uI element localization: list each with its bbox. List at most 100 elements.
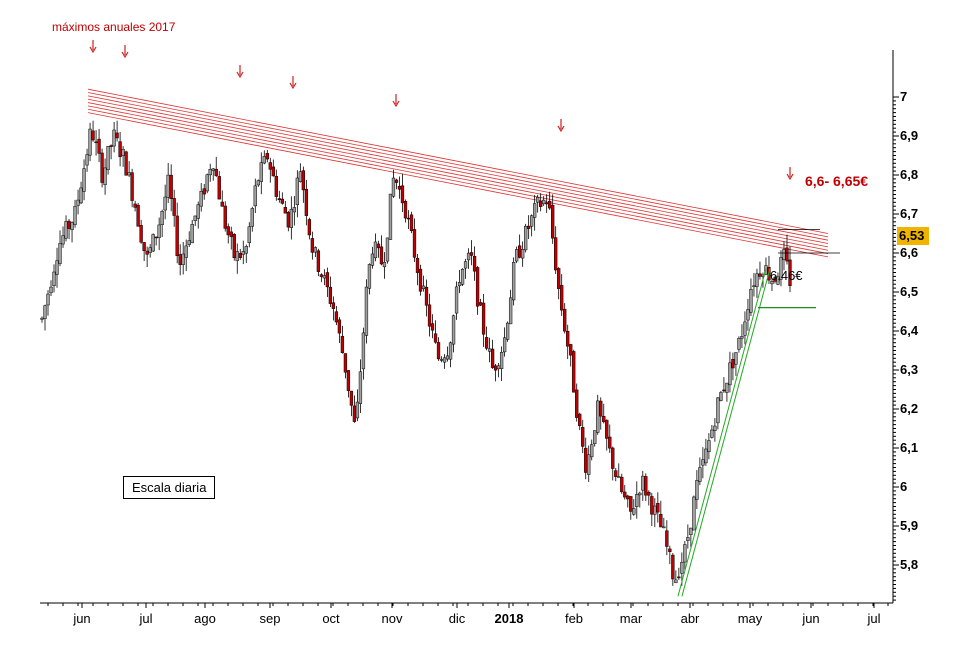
candle-up bbox=[46, 293, 50, 306]
candle-down bbox=[647, 491, 651, 496]
candle-down bbox=[178, 254, 182, 265]
candle-up bbox=[596, 400, 600, 433]
candle-down bbox=[280, 198, 284, 204]
candle-down bbox=[517, 245, 522, 258]
candle-up bbox=[752, 285, 756, 288]
candle-down bbox=[785, 247, 789, 262]
candle-up bbox=[511, 262, 516, 301]
candle-up bbox=[208, 168, 212, 176]
candle-up bbox=[442, 357, 447, 363]
candle-up bbox=[256, 180, 260, 186]
candle-up bbox=[361, 332, 366, 370]
y-tick-label: 5,8 bbox=[900, 557, 918, 572]
candle-down bbox=[788, 259, 792, 286]
candle-down bbox=[403, 201, 408, 219]
annual-highs-note: máximos anuales 2017 bbox=[52, 20, 176, 34]
candle-up bbox=[187, 240, 191, 245]
scale-box: Escala diaria bbox=[123, 476, 216, 499]
candle-up bbox=[770, 281, 774, 285]
candle-up bbox=[193, 215, 197, 221]
candle-up bbox=[322, 275, 327, 279]
candle-down bbox=[415, 257, 420, 273]
candle-up bbox=[196, 204, 200, 219]
candle-up bbox=[253, 185, 257, 207]
candle-up bbox=[85, 154, 89, 166]
candle-up bbox=[514, 249, 519, 262]
candle-down bbox=[115, 132, 119, 139]
candle-down bbox=[599, 400, 603, 417]
resistance-line bbox=[87, 88, 829, 234]
resistance-line bbox=[87, 98, 829, 244]
candle-down bbox=[217, 176, 221, 200]
candle-down bbox=[301, 170, 305, 191]
candle-down bbox=[316, 250, 321, 272]
candle-down bbox=[490, 348, 495, 368]
x-tick-label: jun bbox=[801, 611, 819, 626]
x-tick-label: jul bbox=[866, 611, 880, 626]
candle-up bbox=[163, 196, 167, 211]
candle-down bbox=[232, 234, 236, 259]
candle-up bbox=[166, 174, 170, 198]
x-tick-label: sep bbox=[260, 611, 281, 626]
candle-down bbox=[349, 390, 354, 406]
y-tick-label: 6,6 bbox=[900, 245, 918, 260]
candle-down bbox=[100, 152, 104, 183]
candle-down bbox=[584, 447, 588, 473]
candle-up bbox=[127, 172, 131, 176]
candle-down bbox=[406, 217, 411, 220]
candle-up bbox=[205, 174, 209, 192]
candle-down bbox=[136, 204, 140, 227]
candle-up bbox=[683, 544, 687, 563]
resistance-label: 6,6- 6,65€ bbox=[805, 173, 869, 189]
y-tick-label: 6,7 bbox=[900, 206, 918, 221]
candle-up bbox=[367, 264, 372, 289]
resistance-line bbox=[87, 102, 829, 248]
candle-up bbox=[716, 397, 720, 424]
candle-up bbox=[707, 440, 711, 452]
candle-up bbox=[55, 260, 59, 275]
candle-down bbox=[545, 202, 549, 205]
candle-up bbox=[523, 225, 528, 251]
candle-down bbox=[325, 272, 330, 288]
candle-up bbox=[695, 480, 699, 500]
candle-down bbox=[337, 319, 342, 334]
candle-up bbox=[448, 342, 453, 360]
candle-down bbox=[677, 576, 681, 579]
candle-up bbox=[463, 261, 468, 269]
candle-down bbox=[223, 205, 227, 229]
candle-down bbox=[608, 436, 612, 449]
candle-up bbox=[61, 235, 65, 245]
candle-down bbox=[145, 250, 149, 255]
y-tick-label: 6,2 bbox=[900, 401, 918, 416]
candle-up bbox=[184, 245, 188, 258]
resistance-line bbox=[87, 105, 829, 251]
candle-down bbox=[650, 496, 654, 515]
candle-up bbox=[653, 505, 657, 515]
high-arrow-head bbox=[786, 173, 794, 181]
candle-up bbox=[190, 223, 194, 244]
candle-down bbox=[400, 185, 405, 204]
candle-up bbox=[364, 286, 369, 336]
candle-down bbox=[109, 145, 113, 147]
candle-up bbox=[641, 475, 645, 491]
candle-up bbox=[121, 148, 125, 156]
candle-down bbox=[277, 198, 281, 200]
high-arrow-head bbox=[289, 82, 297, 90]
last-price-badge: 6,53 bbox=[897, 227, 929, 245]
candle-up bbox=[151, 234, 155, 252]
resistance-line bbox=[87, 92, 829, 238]
candle-down bbox=[560, 285, 564, 311]
candle-up bbox=[391, 177, 396, 197]
candle-down bbox=[722, 389, 726, 392]
candle-up bbox=[737, 338, 741, 350]
candle-down bbox=[67, 220, 71, 229]
candle-up bbox=[638, 492, 642, 496]
candle-up bbox=[460, 268, 465, 285]
candle-up bbox=[674, 579, 678, 584]
candle-down bbox=[548, 200, 552, 209]
candle-up bbox=[776, 276, 780, 285]
candle-up bbox=[590, 444, 594, 458]
x-tick-label: abr bbox=[681, 611, 700, 626]
candle-up bbox=[502, 337, 507, 353]
